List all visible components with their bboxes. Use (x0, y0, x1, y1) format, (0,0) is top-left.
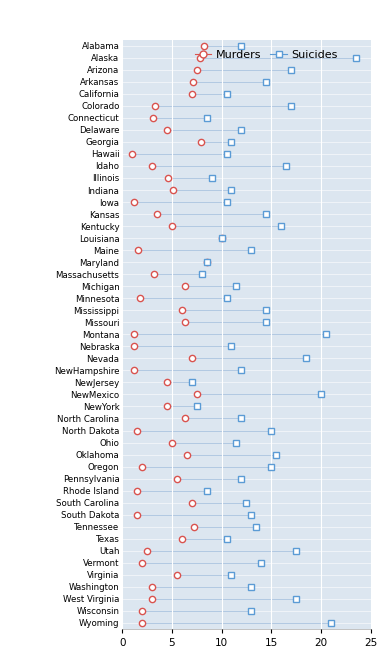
Legend: Murders, Suicides: Murders, Suicides (190, 45, 342, 64)
